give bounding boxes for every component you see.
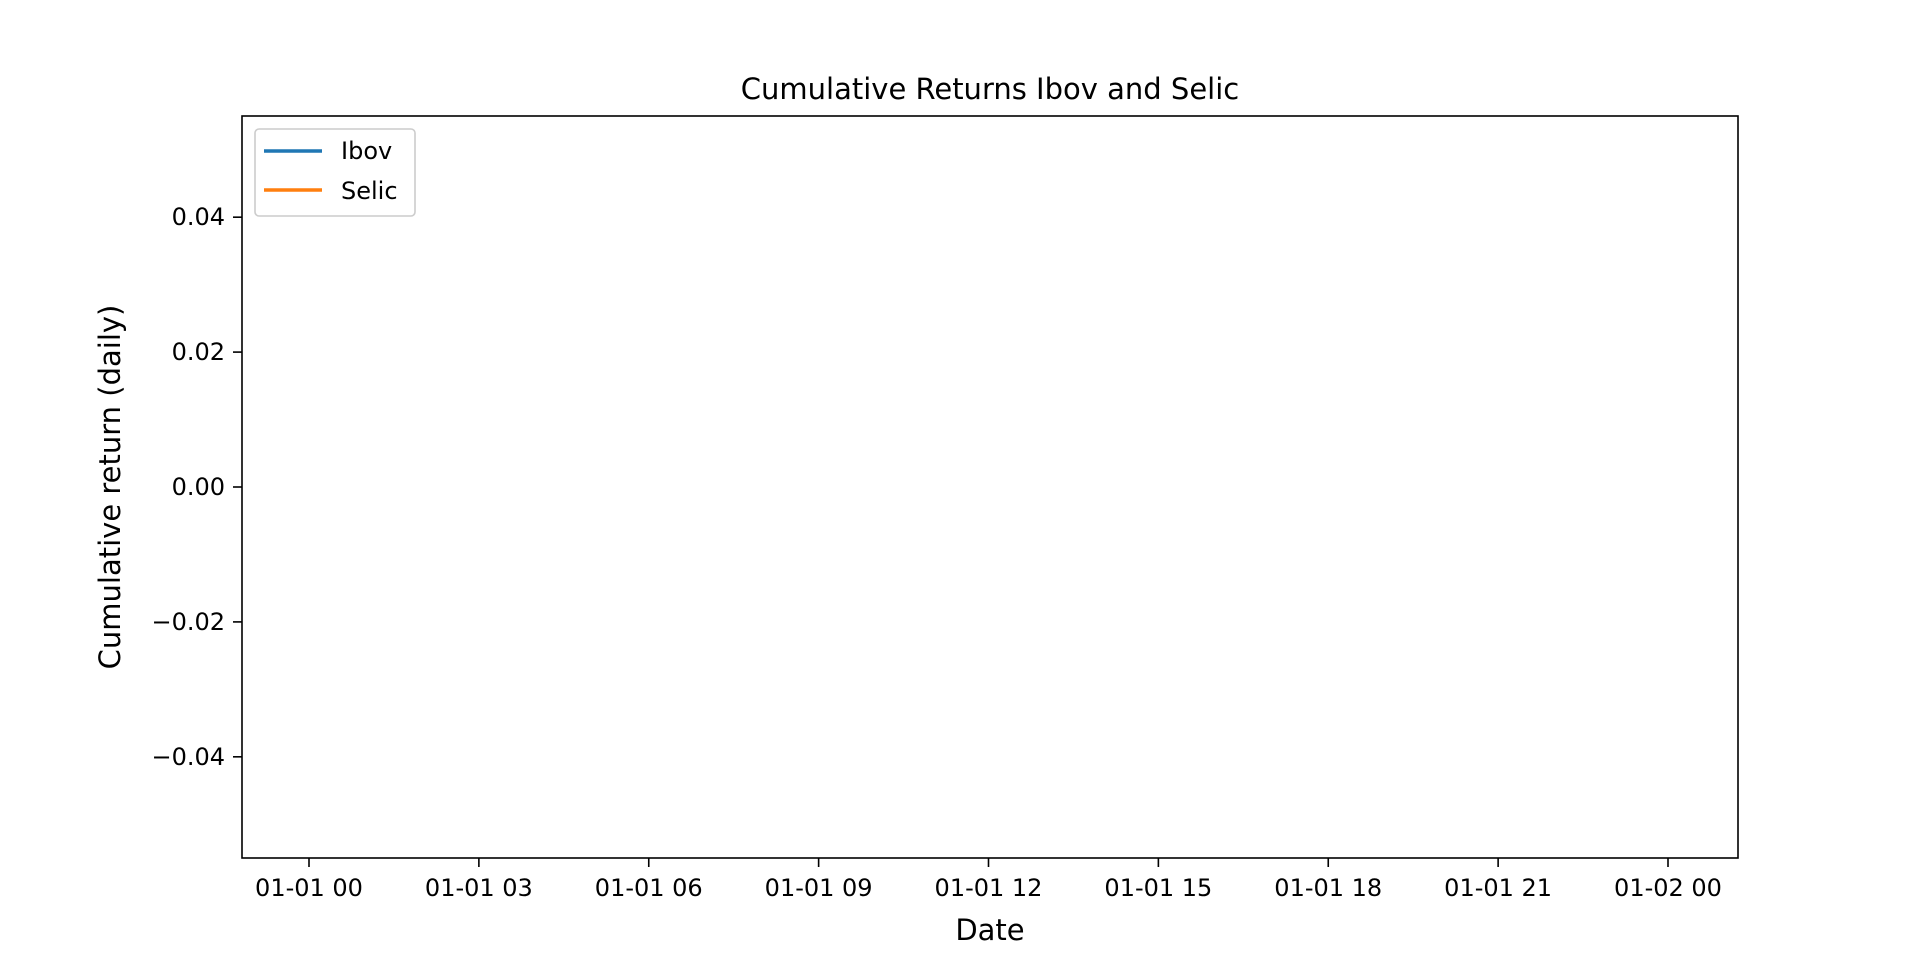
x-tick-label: 01-01 00 <box>255 874 363 902</box>
x-tick-label: 01-01 15 <box>1104 874 1212 902</box>
y-tick-label: −0.02 <box>151 608 225 636</box>
y-tick-label: 0.02 <box>172 338 225 366</box>
chart-title: Cumulative Returns Ibov and Selic <box>741 72 1239 106</box>
x-axis-ticks: 01-01 00 01-01 03 01-01 06 01-01 09 01-01 12… <box>255 858 1722 902</box>
x-tick-label: 01-01 09 <box>765 874 873 902</box>
y-axis-ticks: 0.04 0.02 0.00 −0.02 −0.04 <box>151 203 242 771</box>
y-tick-label: 0.04 <box>172 203 225 231</box>
y-tick-label: −0.04 <box>151 743 225 771</box>
legend-label-selic: Selic <box>341 177 398 205</box>
y-axis-label: Cumulative return (daily) <box>93 305 127 670</box>
x-tick-label: 01-01 06 <box>595 874 703 902</box>
y-tick-label: 0.00 <box>172 473 225 501</box>
x-axis-label: Date <box>955 913 1024 947</box>
x-tick-label: 01-01 03 <box>425 874 533 902</box>
x-tick-label: 01-01 21 <box>1444 874 1552 902</box>
x-tick-label: 01-02 00 <box>1614 874 1722 902</box>
x-tick-label: 01-01 12 <box>935 874 1043 902</box>
x-tick-label: 01-01 18 <box>1274 874 1382 902</box>
plot-area-frame <box>241 115 1739 859</box>
legend-label-ibov: Ibov <box>341 137 392 165</box>
legend: Ibov Selic <box>254 128 416 217</box>
